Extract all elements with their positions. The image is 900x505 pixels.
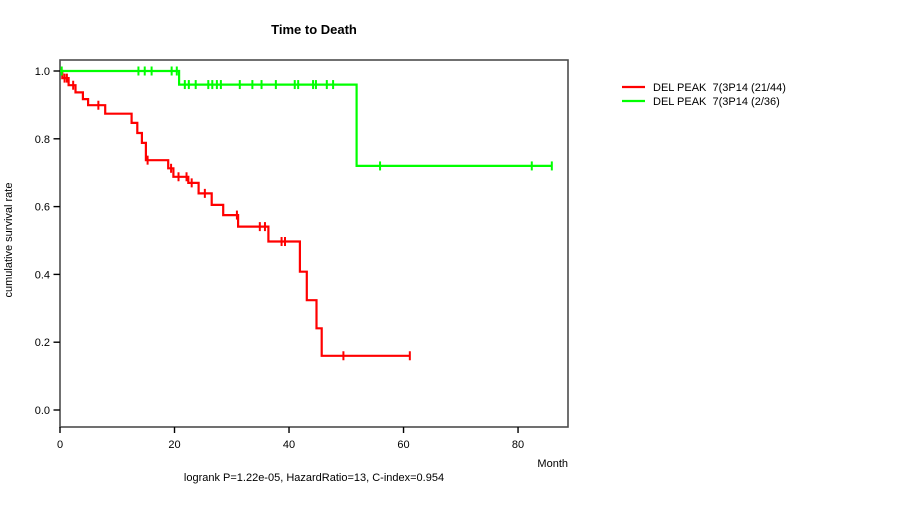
x-tick-label: 40 bbox=[283, 439, 295, 451]
y-axis-label: cumulative survival rate bbox=[3, 183, 15, 298]
x-axis-label: Month bbox=[537, 458, 568, 470]
axis-ticks: 0 20 40 60 80 0.0 0.2 0.4 0.6 0.8 1.0 bbox=[35, 66, 524, 451]
y-tick-label: 0.0 bbox=[35, 405, 50, 417]
legend: DEL PEAK 7(3P14 (21/44) DEL PEAK 7(3P14 … bbox=[622, 82, 786, 108]
censor-ticks-1 bbox=[63, 73, 411, 361]
censor-ticks-2 bbox=[60, 66, 553, 171]
y-tick-label: 0.2 bbox=[35, 337, 50, 349]
survival-curve-2 bbox=[60, 69, 552, 167]
legend-label-group2: DEL PEAK 7(3P14 (2/36) bbox=[653, 96, 780, 108]
y-tick-label: 0.8 bbox=[35, 134, 50, 146]
page-title: Time to Death bbox=[271, 22, 357, 37]
y-tick-label: 1.0 bbox=[35, 66, 50, 78]
plot-box bbox=[59, 59, 569, 428]
x-tick-label: 20 bbox=[168, 439, 180, 451]
survival-curves bbox=[60, 66, 553, 361]
y-tick-label: 0.6 bbox=[35, 202, 50, 214]
stats-annotation: logrank P=1.22e-05, HazardRatio=13, C-in… bbox=[184, 472, 444, 484]
x-tick-label: 80 bbox=[512, 439, 524, 451]
legend-label-group1: DEL PEAK 7(3P14 (21/44) bbox=[653, 82, 786, 94]
x-tick-label: 0 bbox=[57, 439, 63, 451]
x-tick-label: 60 bbox=[397, 439, 409, 451]
y-tick-label: 0.4 bbox=[35, 269, 50, 281]
